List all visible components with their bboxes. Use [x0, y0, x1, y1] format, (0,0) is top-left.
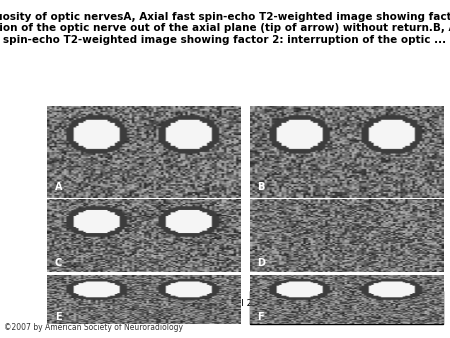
- Text: ©2007 by American Society of Neuroradiology: ©2007 by American Society of Neuroradiol…: [4, 323, 184, 332]
- FancyBboxPatch shape: [250, 291, 443, 324]
- Text: Tortuosity of optic nervesA, Axial fast spin-echo T2-weighted image showing fact: Tortuosity of optic nervesA, Axial fast …: [0, 12, 450, 45]
- Text: F: F: [257, 312, 264, 321]
- Text: AMERICAN JOURNAL OF NEURORADIOLOGY: AMERICAN JOURNAL OF NEURORADIOLOGY: [294, 316, 399, 321]
- Text: E: E: [55, 312, 62, 321]
- Text: A: A: [55, 182, 63, 192]
- Text: D: D: [257, 258, 266, 268]
- Text: C: C: [55, 258, 62, 268]
- Text: G.T. Armstrong et al. AJNR Am J Neuroradiol 2007;28:666-
671: G.T. Armstrong et al. AJNR Am J Neurorad…: [47, 299, 307, 318]
- Text: B: B: [257, 182, 265, 192]
- Text: AJNR: AJNR: [312, 291, 381, 316]
